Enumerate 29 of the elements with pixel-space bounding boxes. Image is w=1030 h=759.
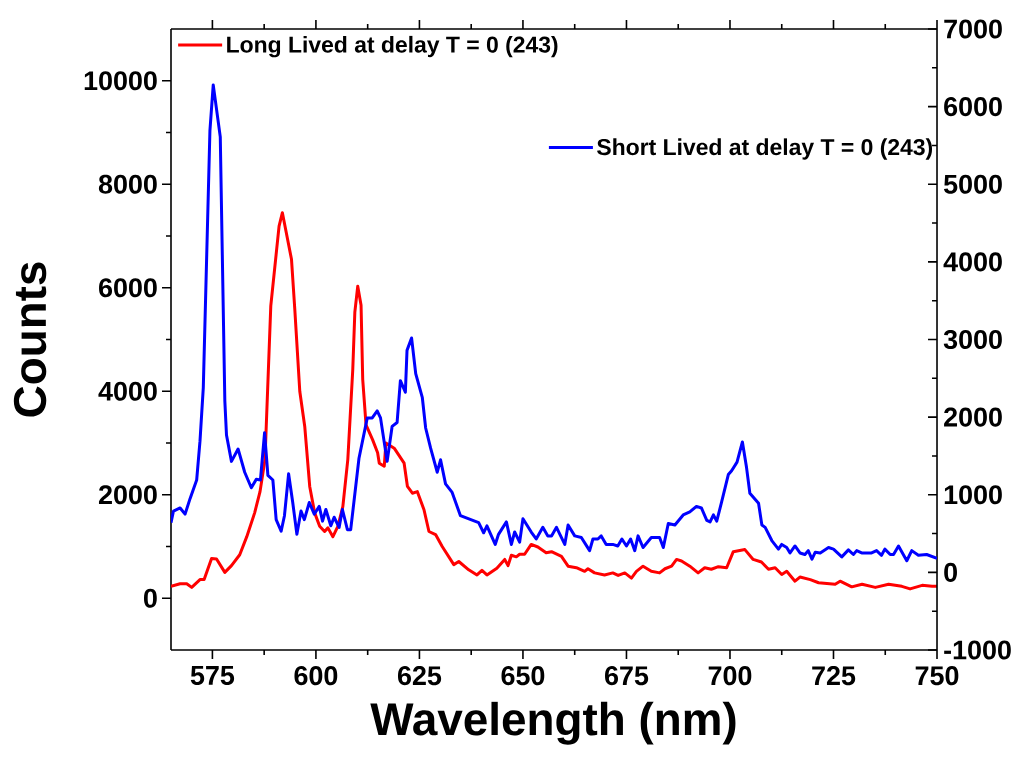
legend-label: Short Lived at delay T = 0 (243)	[597, 138, 933, 160]
x-tick-label: 650	[501, 666, 545, 686]
line-series	[171, 83, 938, 563]
y-tick-label: 8000	[98, 174, 157, 194]
y2-tick-label: 6000	[944, 97, 1002, 117]
y2-tick-label: 3000	[943, 329, 1002, 350]
y-axis-title: Counts	[13, 262, 47, 417]
y2-tick-label: 7000	[944, 19, 1002, 39]
y2-tick-label: -1000	[944, 640, 1011, 660]
y2-tick-label: 1000	[944, 485, 1002, 505]
x-tick-label: 675	[605, 666, 649, 686]
x-tick-label: 700	[708, 666, 752, 686]
y-tick-label: 6000	[99, 278, 157, 298]
y-tick-label: 10000	[84, 71, 157, 91]
y-tick-label: 2000	[98, 485, 157, 505]
x-axis-title: Wavelength (nm)	[370, 701, 736, 745]
legend-label: Long Lived at delay T = 0 (243)	[227, 35, 558, 58]
x-tick-label: 750	[915, 666, 959, 686]
line-series	[171, 211, 938, 591]
y-tick-label: 0	[143, 588, 157, 608]
y2-tick-label: 4000	[943, 252, 1002, 272]
x-tick-label: 600	[294, 666, 338, 686]
y2-tick-label: 0	[944, 562, 957, 582]
x-tick-label: 725	[812, 666, 856, 686]
y2-tick-label: 2000	[944, 407, 1002, 427]
y-tick-label: 4000	[98, 381, 157, 401]
x-tick-label: 575	[190, 666, 235, 685]
y2-tick-label: 5000	[943, 174, 1002, 194]
x-tick-label: 625	[397, 666, 442, 686]
